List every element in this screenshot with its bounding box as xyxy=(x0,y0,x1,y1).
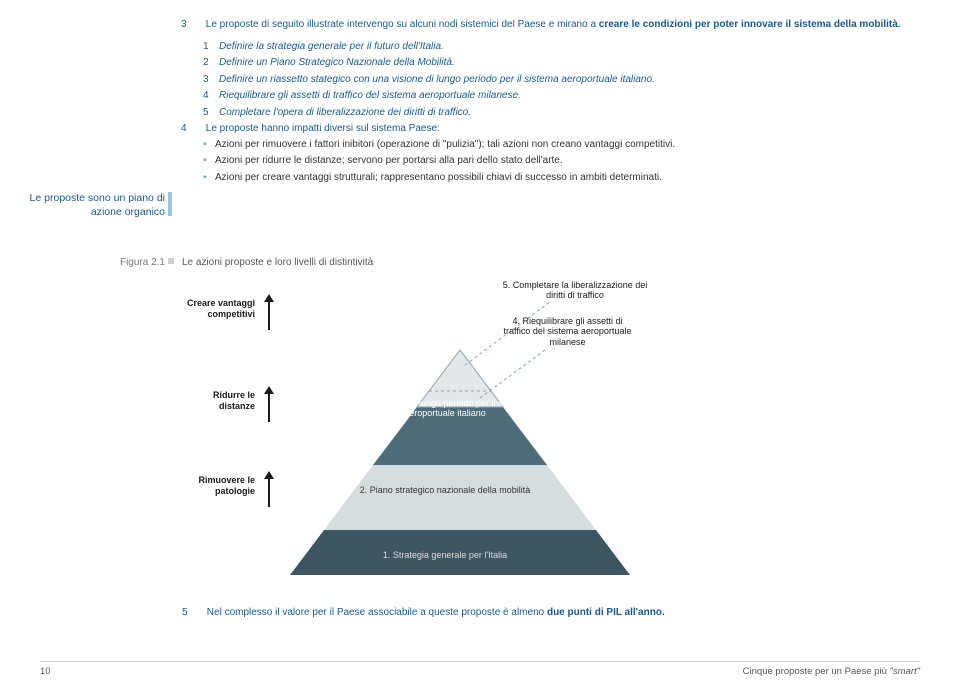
footer-title: Cinque proposte per un Paese più "smart" xyxy=(743,666,920,677)
intro-paragraph: 3 Le proposte di seguito illustrate inte… xyxy=(181,18,920,32)
pyramid-left-label: Rimuovere le patologie xyxy=(180,475,255,497)
pyramid-tier-label: 2. Piano strategico nazionale della mobi… xyxy=(330,485,560,495)
figure-title: Le azioni proposte e loro livelli di dis… xyxy=(182,257,373,268)
pyramid-tier-label: 1. Strategia generale per l'Italia xyxy=(360,550,530,560)
up-arrow-icon xyxy=(263,471,275,511)
up-arrow-icon xyxy=(263,294,275,334)
pyramid-external-label: 5. Completare la liberalizzazione dei di… xyxy=(500,280,650,301)
numbered-subitem: 3Definire un riassetto stategico con una… xyxy=(203,73,920,88)
paragraph-5: 5 Nel complesso il valore per il Paese a… xyxy=(182,606,920,620)
numbered-subitem: 1Definire la strategia generale per il f… xyxy=(203,40,920,55)
figure-label-bar xyxy=(168,258,174,264)
side-note: Le proposte sono un piano di azione orga… xyxy=(0,192,165,219)
numbered-subitem: 4Riequilibrare gli assetti di traffico d… xyxy=(203,89,920,104)
numbered-subitem: 5Completare l'opera di liberalizzazione … xyxy=(203,106,920,121)
side-note-bar xyxy=(168,192,172,216)
intro-num: 3 xyxy=(181,18,203,32)
page-number: 10 xyxy=(40,666,51,677)
pyramid-left-label: Creare vantaggi competitivi xyxy=(180,298,255,320)
pyramid-external-label: 4. Riequilibrare gli assetti di traffico… xyxy=(500,316,635,347)
page-footer: 10 Cinque proposte per un Paese più "sma… xyxy=(40,661,920,677)
bullet-item: ▪Azioni per ridurre le distanze; servono… xyxy=(203,154,920,169)
numbered-subitem: 2Definire un Piano Strategico Nazionale … xyxy=(203,56,920,71)
pyramid-diagram: Creare vantaggi competitivi Ridurre le di… xyxy=(180,280,780,590)
bullet-item: ▪Azioni per rimuovere i fattori inibitor… xyxy=(203,138,920,153)
pyramid-left-label: Ridurre le distanze xyxy=(180,390,255,412)
paragraph-4: 4 Le proposte hanno impatti diversi sul … xyxy=(181,122,920,136)
figure-label: Figura 2.1 xyxy=(0,257,165,268)
bullet-item: ▪Azioni per creare vantaggi strutturali;… xyxy=(203,171,920,186)
pyramid-tier-label: 3. Strategia di lungo periodo per il sis… xyxy=(350,398,540,419)
up-arrow-icon xyxy=(263,386,275,426)
intro-text: Le proposte di seguito illustrate interv… xyxy=(206,18,919,32)
